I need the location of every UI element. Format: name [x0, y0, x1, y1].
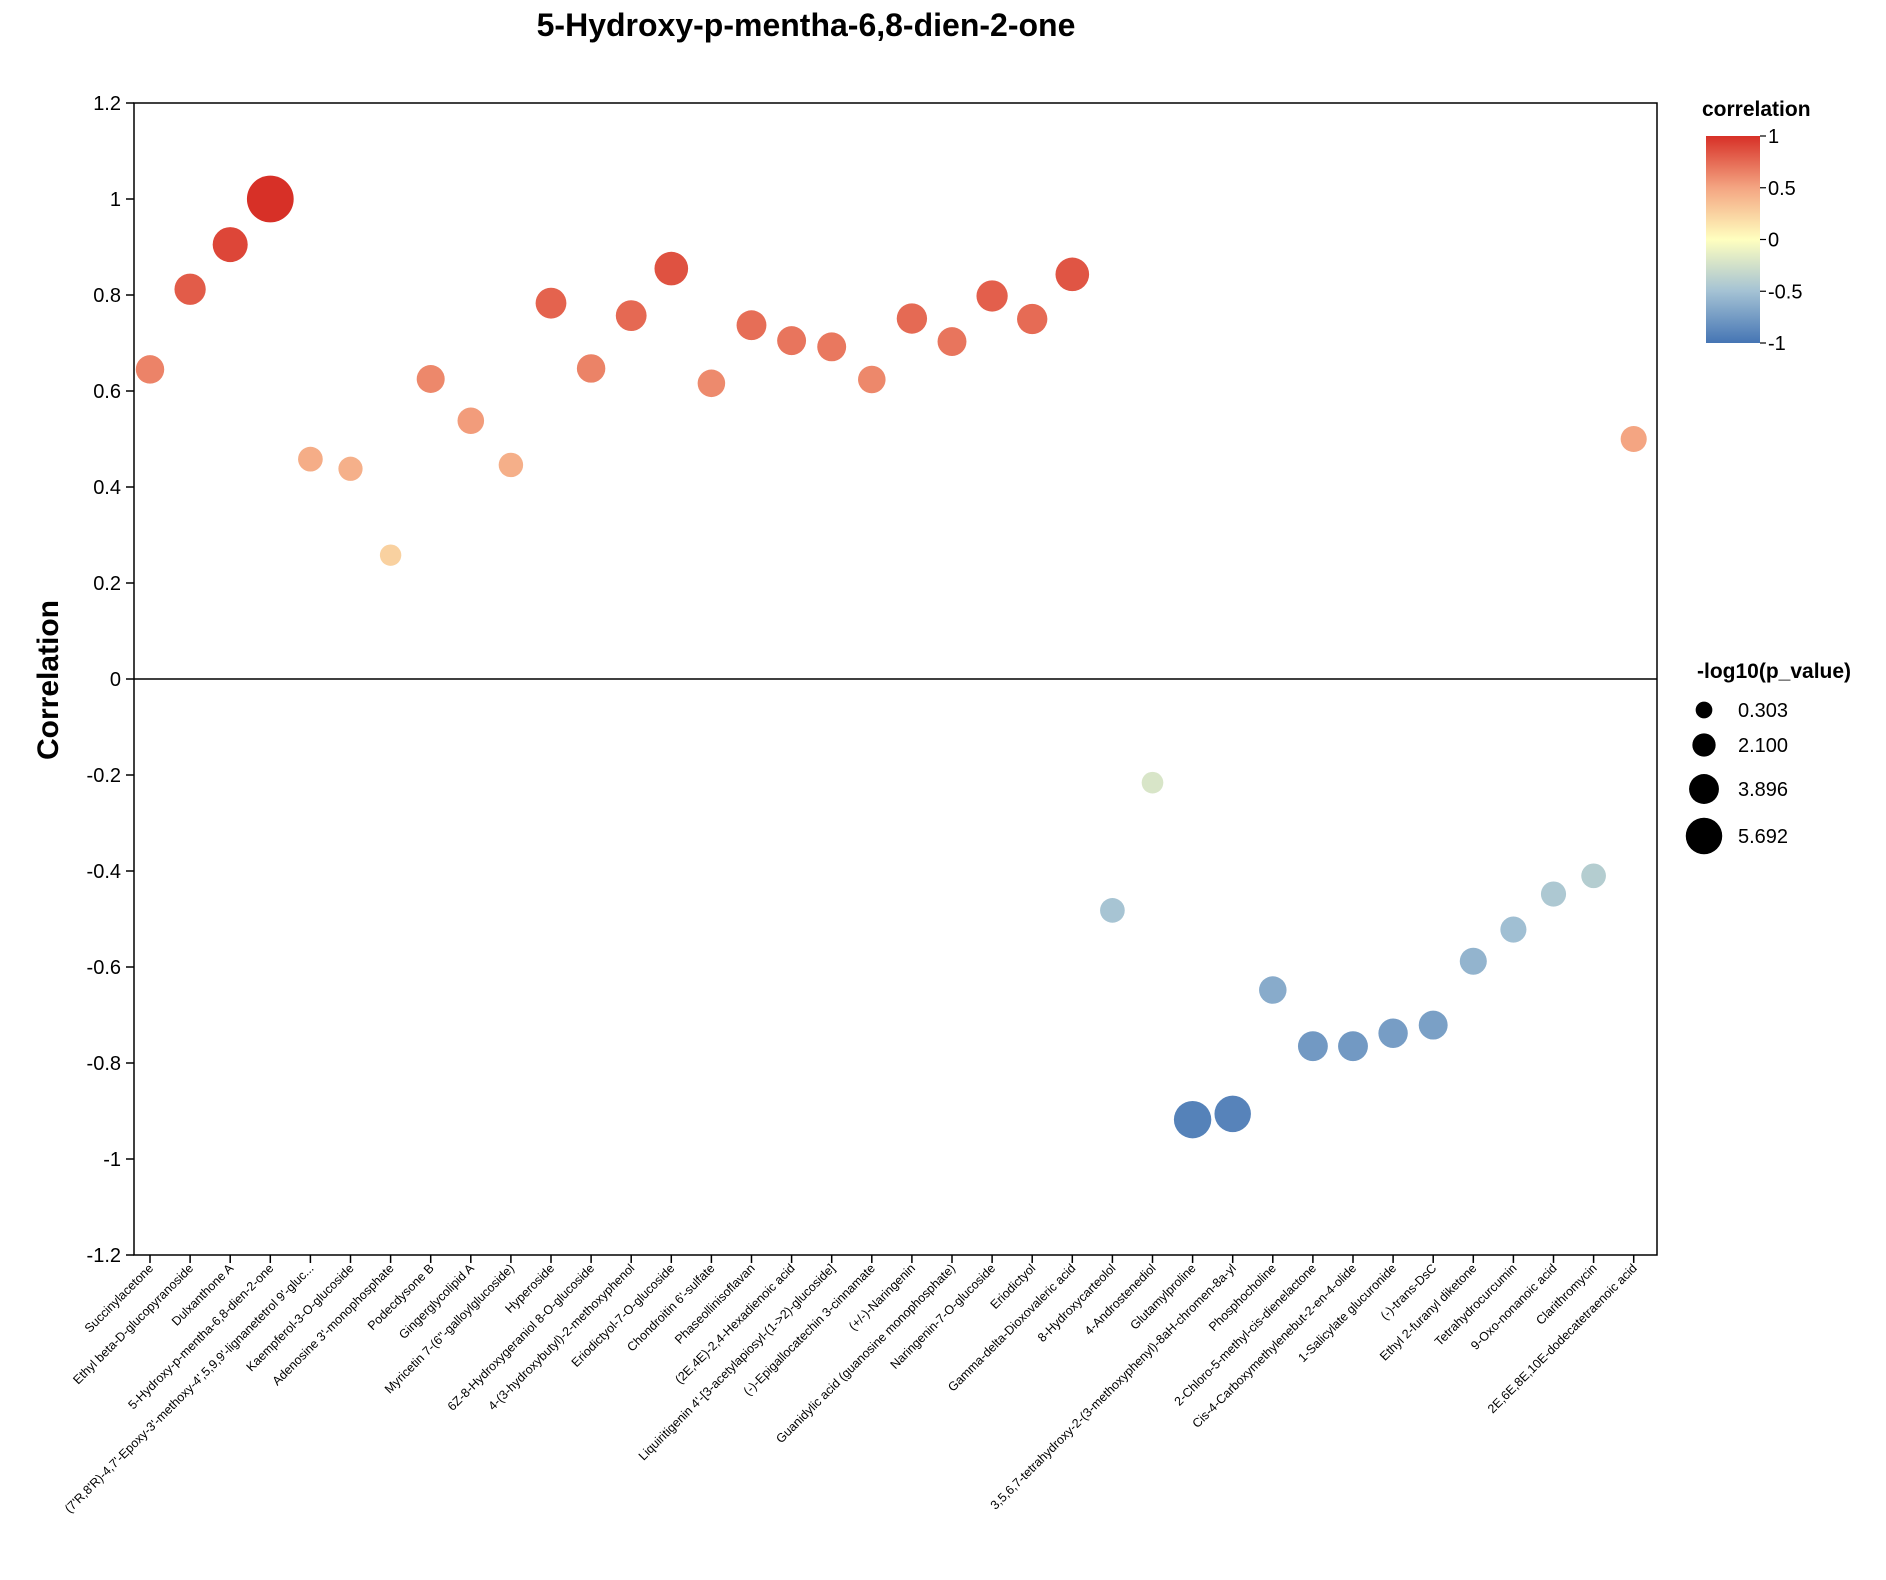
data-point — [1297, 1031, 1328, 1062]
data-point — [1338, 1031, 1368, 1062]
data-point — [1141, 771, 1164, 794]
data-point — [1214, 1095, 1251, 1133]
x-tick-label: 5-Hydroxy-p-mentha-6,8-dien-2-one — [126, 1261, 277, 1412]
data-point — [736, 310, 767, 341]
y-tick-label: 1.2 — [93, 93, 121, 115]
data-point — [697, 369, 726, 398]
data-points — [135, 175, 1647, 1139]
size-legend-label: 3.896 — [1738, 779, 1788, 801]
data-point — [246, 175, 294, 223]
data-point — [817, 332, 847, 362]
color-legend-bar — [1706, 136, 1760, 343]
color-legend-label: 1 — [1768, 126, 1779, 148]
data-point — [379, 544, 402, 566]
data-point — [858, 365, 886, 394]
data-point — [298, 446, 323, 472]
y-tick-label: 0.4 — [93, 477, 121, 499]
data-point — [1173, 1100, 1212, 1139]
y-tick-label: 0.2 — [93, 573, 121, 595]
y-tick-label: -0.4 — [87, 861, 121, 883]
size-legend-circle — [1692, 733, 1716, 757]
data-point — [896, 303, 928, 334]
data-point — [174, 273, 206, 305]
color-legend-title: correlation — [1702, 98, 1811, 121]
size-legend-label: 0.303 — [1738, 700, 1788, 722]
y-tick-label: 1 — [110, 189, 121, 211]
data-point — [1055, 257, 1090, 292]
x-tick-label: 4-(3-hydroxybutyl)-2-methoxyphenol — [485, 1261, 637, 1413]
data-point — [1378, 1018, 1408, 1048]
y-axis: 1.2 1 0.8 0.6 0.4 0.2 0 -0.2 -0.4 -0.6 -0.8 -1 -1.2 — [87, 93, 134, 1267]
y-axis-label: Correlation — [32, 600, 65, 760]
y-tick-label: -0.8 — [87, 1053, 121, 1075]
data-point — [498, 452, 524, 478]
data-point — [1259, 976, 1287, 1004]
data-point — [777, 326, 807, 356]
y-tick-label: -1.2 — [87, 1245, 121, 1267]
color-legend-label: 0.5 — [1768, 178, 1796, 200]
data-point — [1581, 863, 1606, 889]
data-point — [1017, 303, 1048, 335]
data-point — [1620, 425, 1647, 453]
y-tick-label: -1 — [103, 1149, 121, 1171]
chart-title: 5-Hydroxy-p-mentha-6,8-dien-2-one — [537, 7, 1076, 43]
x-tick-label: 4-Androstenediol — [1082, 1261, 1159, 1338]
data-point — [535, 287, 567, 319]
data-point — [1459, 947, 1487, 975]
color-legend: correlation 1 0.5 0 -0.5 -1 — [1702, 98, 1811, 355]
data-point — [654, 251, 689, 286]
data-point — [212, 227, 248, 263]
y-tick-label: -0.6 — [87, 957, 121, 979]
data-point — [416, 365, 445, 393]
size-legend-label: 5.692 — [1738, 826, 1788, 848]
data-point — [135, 355, 165, 384]
x-tick-label: 2E,6E,8E,10E-dodecatetraenoic acid — [1485, 1261, 1640, 1416]
size-legend: -log10(p_value) 0.303 2.100 3.896 5.692 — [1685, 660, 1851, 855]
y-tick-label: 0.6 — [93, 381, 121, 403]
data-point — [1540, 881, 1567, 907]
color-legend-label: 0 — [1768, 230, 1779, 252]
data-point — [976, 280, 1008, 312]
data-point — [1500, 916, 1527, 943]
data-point — [457, 407, 485, 435]
x-tick-label: Succinylacetone — [82, 1261, 156, 1335]
size-legend-label: 2.100 — [1738, 735, 1788, 757]
size-legend-title: -log10(p_value) — [1697, 660, 1851, 683]
data-point — [576, 354, 606, 383]
color-legend-label: -1 — [1768, 333, 1786, 355]
y-tick-label: -0.2 — [87, 765, 121, 787]
y-tick-label: 0.8 — [93, 285, 121, 307]
size-legend-circle — [1685, 817, 1723, 855]
y-tick-label: 0 — [110, 669, 121, 691]
data-point — [1100, 898, 1125, 923]
size-legend-circle — [1695, 701, 1713, 719]
size-legend-circle — [1689, 774, 1719, 804]
data-point — [615, 300, 647, 332]
data-point — [338, 456, 363, 481]
data-point — [1418, 1010, 1448, 1040]
x-tick-label: 2-Chloro-5-methyl-cis-dienelactone — [1172, 1261, 1319, 1408]
x-tick-label: Gingerglycolipid A — [396, 1261, 477, 1342]
data-point — [937, 327, 967, 357]
x-tick-label: 6Z-8-Hydroxygeraniol 8-O-glucoside — [445, 1261, 597, 1413]
color-legend-label: -0.5 — [1768, 281, 1802, 303]
